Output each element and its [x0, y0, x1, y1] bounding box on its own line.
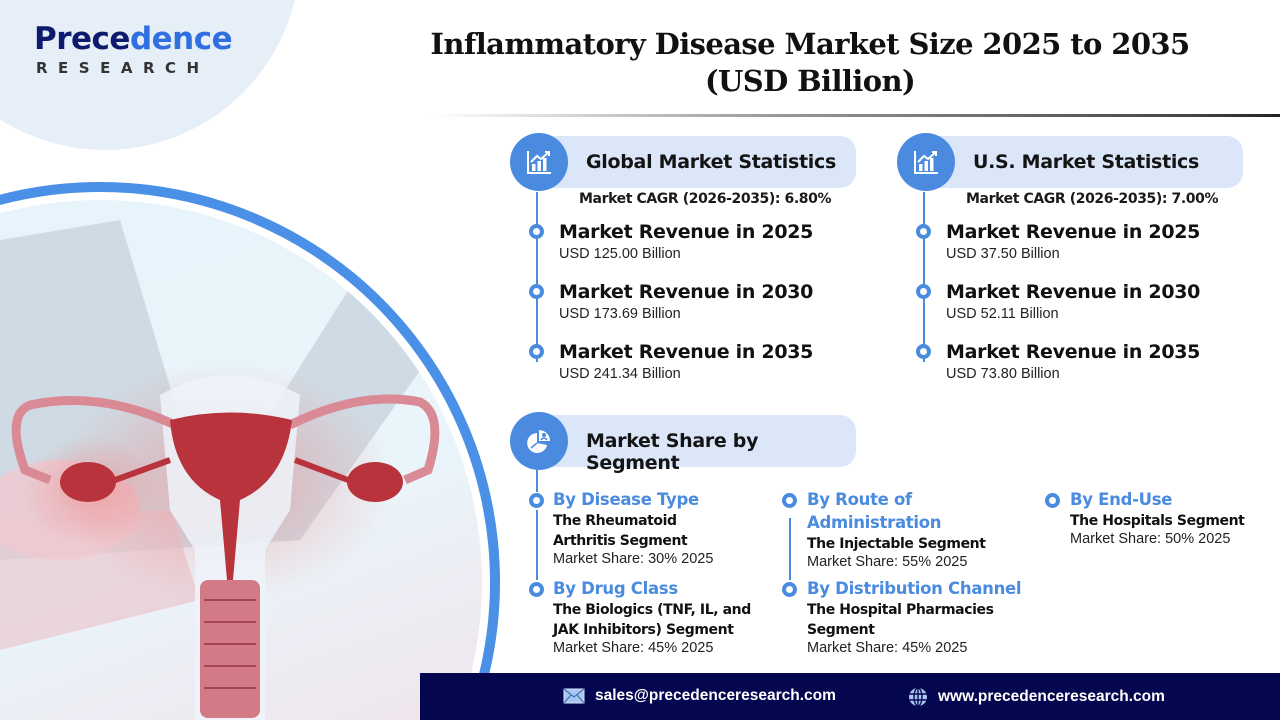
us-revenue-value: USD 37.50 Billion	[946, 246, 1060, 262]
timeline-dot	[529, 284, 544, 299]
global-stats-header: Global Market Statistics	[510, 133, 856, 191]
global-revenue-value: USD 241.34 Billion	[559, 366, 681, 382]
us-revenue-label: Market Revenue in 2025	[946, 221, 1201, 243]
us-revenue-label: Market Revenue in 2035	[946, 341, 1201, 363]
timeline-dot	[916, 344, 931, 359]
pie-chart-user-icon	[510, 412, 568, 470]
page-title: Inflammatory Disease Market Size 2025 to…	[410, 26, 1210, 100]
segment-name: JAK Inhibitors) Segment	[553, 622, 734, 638]
segment-timeline-line	[536, 470, 538, 492]
logo-wordmark: Precedence	[34, 21, 233, 57]
segment-name: The Biologics (TNF, IL, and	[553, 602, 751, 618]
global-revenue-value: USD 173.69 Billion	[559, 306, 681, 322]
uterus-illustration-icon	[0, 220, 470, 720]
footer-email[interactable]: sales@precedenceresearch.com	[563, 687, 836, 705]
timeline-dot	[916, 284, 931, 299]
segment-dot	[1045, 493, 1060, 508]
us-cagr: Market CAGR (2026-2035): 7.00%	[966, 191, 1219, 207]
segment-col1-line	[536, 510, 538, 580]
website-link[interactable]: www.precedenceresearch.com	[938, 688, 1165, 705]
segment-name: The Injectable Segment	[807, 536, 986, 552]
us-timeline-line	[923, 192, 925, 362]
segment-name: Segment	[807, 622, 875, 638]
segment-category: By End-Use	[1070, 490, 1173, 509]
logo-wordmark-blue: dence	[129, 21, 233, 57]
timeline-dot	[916, 224, 931, 239]
segment-share: Market Share: 55% 2025	[807, 554, 968, 570]
logo-subtitle: RESEARCH	[36, 59, 210, 77]
chart-growth-icon	[897, 133, 955, 191]
brand-logo: Precedence RESEARCH	[34, 21, 233, 78]
segment-dot	[529, 493, 544, 508]
segment-name: The Hospital Pharmacies	[807, 602, 994, 618]
page-title-line1: Inflammatory Disease Market Size 2025 to…	[430, 27, 1190, 61]
logo-wordmark-dark: Prece	[34, 21, 130, 57]
chart-growth-icon	[510, 133, 568, 191]
global-revenue-label: Market Revenue in 2035	[559, 341, 814, 363]
global-stats-title: Global Market Statistics	[586, 151, 836, 173]
us-stats-title: U.S. Market Statistics	[973, 151, 1200, 173]
segment-share: Market Share: 45% 2025	[807, 640, 968, 656]
hero-illustration	[0, 200, 482, 720]
timeline-dot	[529, 224, 544, 239]
segment-dot	[529, 582, 544, 597]
footer-website[interactable]: www.precedenceresearch.com	[908, 687, 1165, 707]
segment-share: Market Share: 30% 2025	[553, 551, 714, 567]
segment-share: Market Share: 50% 2025	[1070, 531, 1231, 547]
segment-col2-line	[789, 518, 791, 580]
segment-title: Market Share by Segment	[586, 430, 759, 474]
title-divider	[430, 114, 1280, 117]
global-revenue-value: USD 125.00 Billion	[559, 246, 681, 262]
global-revenue-label: Market Revenue in 2030	[559, 281, 814, 303]
segment-header: Market Share by Segment	[510, 412, 856, 474]
segment-category: By Distribution Channel	[807, 579, 1022, 598]
segment-category: By Route of Administration	[807, 488, 942, 534]
segment-dot	[782, 493, 797, 508]
us-revenue-value: USD 73.80 Billion	[946, 366, 1060, 382]
us-revenue-value: USD 52.11 Billion	[946, 306, 1059, 322]
segment-name: The Rheumatoid	[553, 513, 677, 529]
segment-dot	[782, 582, 797, 597]
contact-footer: sales@precedenceresearch.com www.precede…	[420, 673, 1280, 720]
globe-icon	[909, 687, 927, 707]
segment-category: By Disease Type	[553, 490, 699, 509]
segment-category: By Drug Class	[553, 579, 678, 598]
global-revenue-label: Market Revenue in 2025	[559, 221, 814, 243]
segment-name: The Hospitals Segment	[1070, 513, 1245, 529]
global-timeline-line	[536, 192, 538, 362]
us-revenue-label: Market Revenue in 2030	[946, 281, 1201, 303]
email-link[interactable]: sales@precedenceresearch.com	[595, 687, 836, 704]
us-stats-header: U.S. Market Statistics	[897, 133, 1243, 191]
segment-share: Market Share: 45% 2025	[553, 640, 714, 656]
timeline-dot	[529, 344, 544, 359]
segment-category-line2: Administration	[807, 513, 942, 532]
global-cagr: Market CAGR (2026-2035): 6.80%	[579, 191, 832, 207]
page-title-line2: (USD Billion)	[704, 64, 916, 98]
segment-name: Arthritis Segment	[553, 533, 688, 549]
envelope-icon	[563, 688, 585, 704]
segment-category-line1: By Route of	[807, 490, 912, 509]
